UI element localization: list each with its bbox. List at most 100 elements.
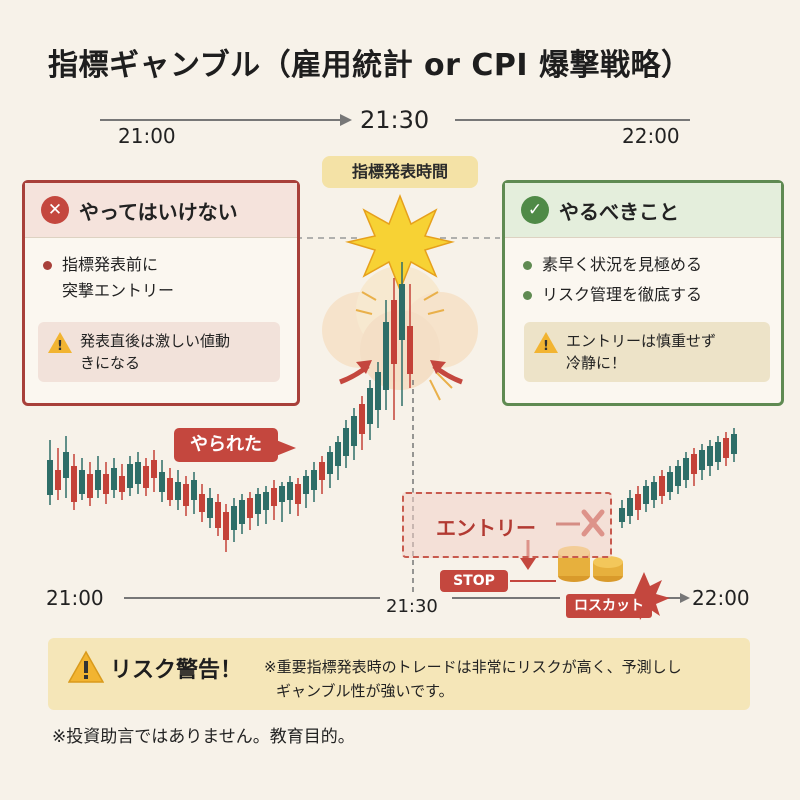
bearish-candle xyxy=(319,462,325,480)
bearish-candle xyxy=(199,494,205,512)
dont-warning-line2: きになる xyxy=(80,354,141,372)
bullish-candle xyxy=(255,494,261,514)
dont-warning-note: ! 発表直後は激しい値動 きになる xyxy=(38,322,280,382)
candlestick-illustration xyxy=(47,193,737,620)
axis-center-label: 21:30 xyxy=(386,596,438,617)
bullish-candle xyxy=(627,498,633,516)
panel-connectors xyxy=(296,237,500,239)
bullish-candle xyxy=(311,470,317,490)
risk-warning-text-1: ※重要指標発表時のトレードは非常にリスクが高く、予測しし xyxy=(264,658,682,676)
candles-group xyxy=(47,262,737,552)
losscut-tag: ロスカット xyxy=(566,594,652,618)
bullish-candle xyxy=(367,388,373,424)
risk-warning-icon xyxy=(67,650,105,688)
do-bullet-1-text: 素早く状況を見極める xyxy=(542,255,703,274)
dont-warning-line1: 発表直後は激しい値動 xyxy=(80,332,231,350)
bullish-candle xyxy=(175,482,181,500)
bearish-candle xyxy=(723,438,729,458)
bearish-candle xyxy=(55,470,61,490)
dont-bullet-line2: 突撃エントリー xyxy=(62,281,175,300)
bullish-candle xyxy=(327,452,333,474)
do-warning-note: ! エントリーは慎重せず 冷静に！ xyxy=(524,322,770,382)
bearish-candle xyxy=(151,460,157,478)
bearish-candle xyxy=(247,498,253,518)
bearish-candle xyxy=(103,474,109,494)
bullish-candle xyxy=(335,442,341,466)
axis-start-label: 21:00 xyxy=(46,586,104,610)
bearish-candle xyxy=(691,454,697,474)
do-bullet-2: リスク管理を徹底する xyxy=(523,282,781,308)
bearish-candle xyxy=(659,476,665,496)
dont-panel-title: やってはいけない xyxy=(79,199,238,224)
timeline-start-label: 21:00 xyxy=(118,124,176,148)
bearish-candle xyxy=(295,484,301,504)
bullish-candle xyxy=(715,442,721,462)
bearish-candle xyxy=(143,466,149,488)
bearish-candle xyxy=(167,478,173,500)
bullish-candle xyxy=(127,464,133,488)
timeline-end-label: 22:00 xyxy=(622,124,680,148)
top-timeline xyxy=(100,114,690,126)
bullish-candle xyxy=(63,452,69,478)
bullish-candle xyxy=(287,482,293,500)
bullet-dot-icon xyxy=(43,261,52,270)
axis-end-label: 22:00 xyxy=(692,586,750,610)
axis-arrow-icon xyxy=(680,593,690,603)
bullish-candle xyxy=(707,446,713,466)
risk-warning-title: リスク警告！ xyxy=(110,658,243,683)
bullish-candle xyxy=(699,450,705,470)
bearish-candle xyxy=(635,494,641,510)
bullish-candle xyxy=(159,472,165,492)
bearish-candle xyxy=(359,404,365,434)
bullish-candle xyxy=(303,476,309,494)
bullish-candle xyxy=(207,498,213,518)
bullish-candle xyxy=(111,468,117,490)
bullish-candle xyxy=(343,428,349,456)
bullish-candle xyxy=(383,322,389,390)
disclaimer-text: ※投資助言ではありません。教育目的。 xyxy=(52,727,355,747)
bullish-candle xyxy=(239,500,245,524)
dont-bullet: 指標発表前に 突撃エントリー xyxy=(43,252,297,304)
bullish-candle xyxy=(675,466,681,486)
bullish-candle xyxy=(47,460,53,495)
do-panel-body: 素早く状況を見極める リスク管理を徹底する xyxy=(505,238,781,308)
do-warning-line1: エントリーは慎重せず xyxy=(566,332,717,350)
bearish-candle xyxy=(215,502,221,528)
dont-panel-header: ✕ やってはいけない xyxy=(25,183,297,238)
bearish-candle xyxy=(87,474,93,498)
entry-label: エントリー xyxy=(436,516,536,540)
x-icon: ✕ xyxy=(41,196,69,224)
do-panel-header: ✓ やるべきこと xyxy=(505,183,781,238)
got-hit-callout: やられた xyxy=(174,428,278,462)
bearish-candle xyxy=(407,326,413,374)
burst-star-icon xyxy=(345,193,455,293)
entry-zone-box xyxy=(402,492,612,558)
callout-tail-icon xyxy=(276,440,296,456)
bearish-candle xyxy=(391,300,397,364)
bullet-dot-icon xyxy=(523,291,532,300)
do-warning-line2: 冷静に！ xyxy=(566,354,627,372)
left-arrowhead-icon xyxy=(356,360,372,374)
bullish-candle xyxy=(95,470,101,490)
dont-bullet-line1: 指標発表前に xyxy=(62,255,159,274)
risk-warning-text-2: ギャンブル性が強いです。 xyxy=(276,682,454,700)
right-arrowhead-icon xyxy=(430,360,446,374)
down-arrow-icon xyxy=(520,558,536,570)
bullish-candle xyxy=(351,416,357,446)
event-time-badge: 指標発表時間 xyxy=(322,156,478,188)
bearish-candle xyxy=(119,476,125,492)
bullish-candle xyxy=(667,472,673,492)
motion-rays xyxy=(355,291,453,401)
bearish-candle xyxy=(183,484,189,506)
check-icon: ✓ xyxy=(521,196,549,224)
bullish-candle xyxy=(231,506,237,530)
bullish-candle xyxy=(731,434,737,454)
bullish-candle xyxy=(191,480,197,500)
page-title: 指標ギャンブル（雇用統計 or CPI 爆撃戦略） xyxy=(48,48,692,83)
bearish-candle xyxy=(71,466,77,502)
bullish-candle xyxy=(135,462,141,484)
timeline-center-label: 21:30 xyxy=(360,106,430,134)
bullish-candle xyxy=(399,284,405,340)
bullish-candle xyxy=(79,470,85,494)
bullish-candle xyxy=(643,486,649,504)
